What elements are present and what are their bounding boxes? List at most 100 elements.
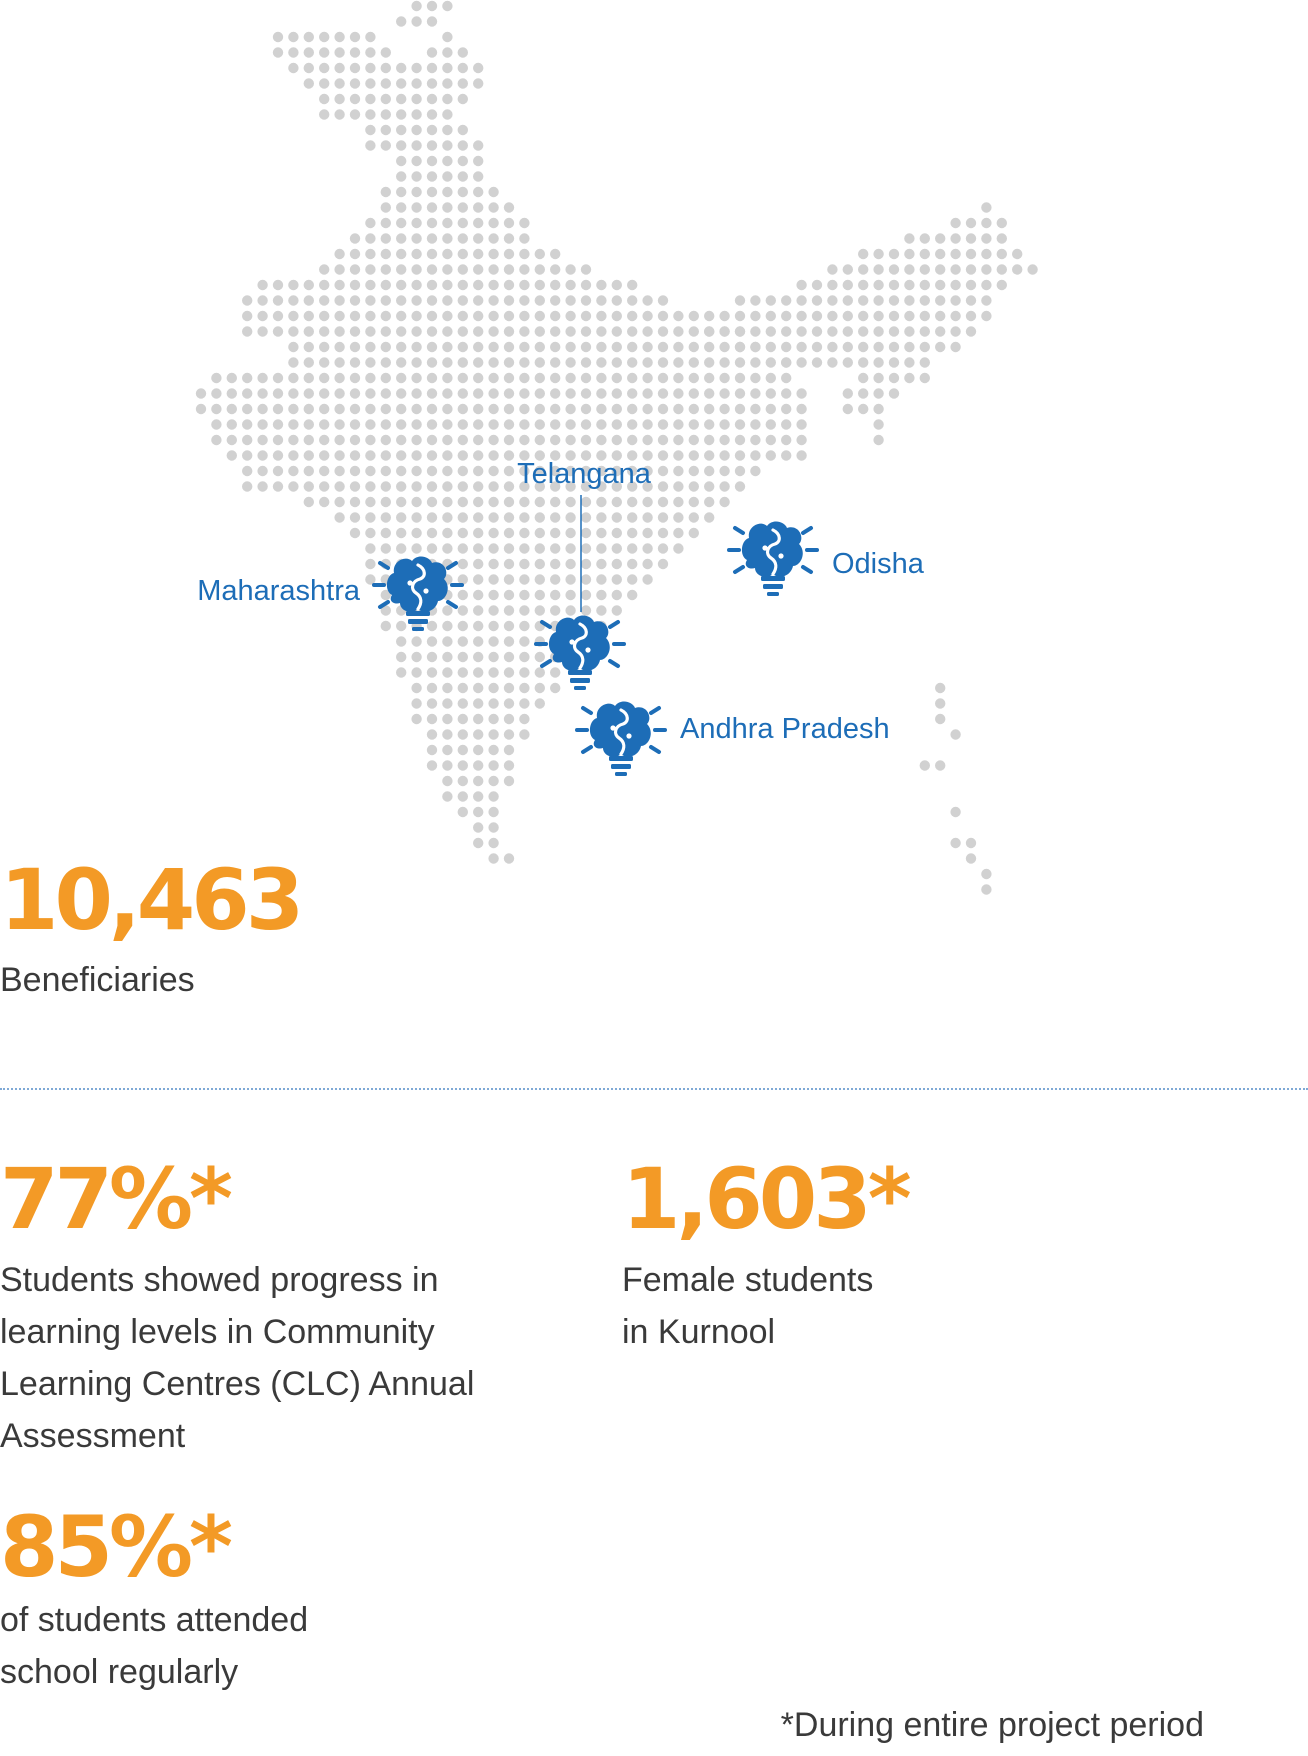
map-dot	[396, 667, 407, 678]
map-dot	[473, 543, 484, 554]
map-dot	[380, 295, 391, 306]
map-dot	[596, 310, 607, 322]
map-dot	[442, 93, 453, 105]
map-dot	[380, 620, 391, 632]
map-dot	[565, 403, 576, 415]
map-dot	[488, 636, 499, 647]
map-dot	[858, 248, 869, 260]
map-dot	[534, 295, 545, 306]
map-dot	[473, 186, 484, 198]
map-dot	[888, 372, 900, 384]
map-dot	[457, 574, 468, 585]
map-dot	[195, 403, 207, 415]
map-dot	[842, 326, 853, 337]
map-dot	[457, 651, 468, 663]
map-dot	[473, 698, 484, 709]
map-dot	[488, 450, 499, 461]
map-dot	[596, 450, 607, 461]
map-dot	[442, 248, 453, 260]
map-dot	[904, 279, 915, 291]
map-dot	[380, 341, 391, 353]
map-dot	[611, 388, 622, 399]
map-dot	[950, 310, 961, 322]
map-dot	[503, 326, 515, 337]
map-dot	[719, 450, 730, 461]
map-dot	[365, 264, 376, 275]
map-dot	[642, 310, 653, 322]
map-dot	[396, 434, 407, 446]
map-dot	[473, 791, 484, 802]
map-dot	[457, 512, 468, 523]
map-dot	[534, 558, 545, 570]
map-dot	[580, 465, 592, 477]
map-dot	[627, 589, 638, 601]
map-dot	[627, 450, 638, 461]
beneficiaries-caption: Beneficiaries	[0, 961, 195, 999]
map-dot	[380, 543, 391, 554]
map-dot	[319, 357, 330, 368]
map-dot	[396, 620, 407, 632]
map-dot	[750, 450, 761, 461]
map-dot	[935, 233, 946, 244]
map-dot	[426, 543, 438, 554]
map-dot	[611, 295, 622, 306]
map-dot	[457, 357, 468, 368]
map-dot	[904, 264, 915, 275]
map-dot	[457, 47, 468, 58]
map-dot	[396, 217, 407, 229]
map-dot	[796, 357, 807, 368]
map-dot	[935, 295, 946, 306]
map-dot	[750, 295, 761, 306]
map-dot	[519, 636, 530, 647]
map-dot	[334, 326, 345, 337]
map-dot	[858, 403, 869, 415]
map-dot	[796, 295, 807, 306]
map-dot	[457, 775, 468, 787]
map-dot	[611, 574, 622, 585]
map-dot	[503, 310, 515, 322]
map-dot	[442, 760, 453, 771]
map-dot	[396, 202, 407, 213]
map-dot	[411, 543, 422, 554]
map-dot	[827, 279, 838, 291]
map-dot	[873, 310, 884, 322]
map-dot	[765, 295, 776, 306]
map-dot	[519, 620, 530, 632]
map-dot	[688, 481, 699, 492]
map-dot	[627, 310, 638, 322]
map-dot	[704, 341, 715, 353]
map-dot	[380, 496, 391, 508]
map-dot	[811, 326, 823, 337]
map-dot	[565, 388, 576, 399]
map-dot	[550, 403, 561, 415]
map-dot	[550, 667, 561, 678]
map-dot	[565, 589, 576, 601]
map-dot	[442, 667, 453, 678]
label-andhra-pradesh: Andhra Pradesh	[680, 713, 890, 745]
map-dot	[519, 403, 530, 415]
map-dot	[411, 713, 422, 725]
map-dot	[442, 140, 453, 151]
map-dot	[642, 372, 653, 384]
map-dot	[488, 357, 499, 368]
map-dot	[673, 481, 684, 492]
map-dot	[765, 372, 776, 384]
map-dot	[457, 295, 468, 306]
map-dot	[534, 667, 545, 678]
map-dot	[996, 233, 1007, 244]
map-dot	[657, 388, 669, 399]
map-dot	[704, 388, 715, 399]
map-dot	[704, 310, 715, 322]
map-dot	[888, 248, 900, 260]
map-dot	[442, 775, 453, 787]
map-dot	[873, 372, 884, 384]
map-dot	[365, 217, 376, 229]
map-dot	[965, 279, 977, 291]
map-dot	[503, 481, 515, 492]
map-dot	[457, 264, 468, 275]
map-dot	[288, 481, 299, 492]
map-dot	[272, 403, 284, 415]
map-dot	[550, 434, 561, 446]
map-dot	[319, 388, 330, 399]
map-dot	[365, 481, 376, 492]
